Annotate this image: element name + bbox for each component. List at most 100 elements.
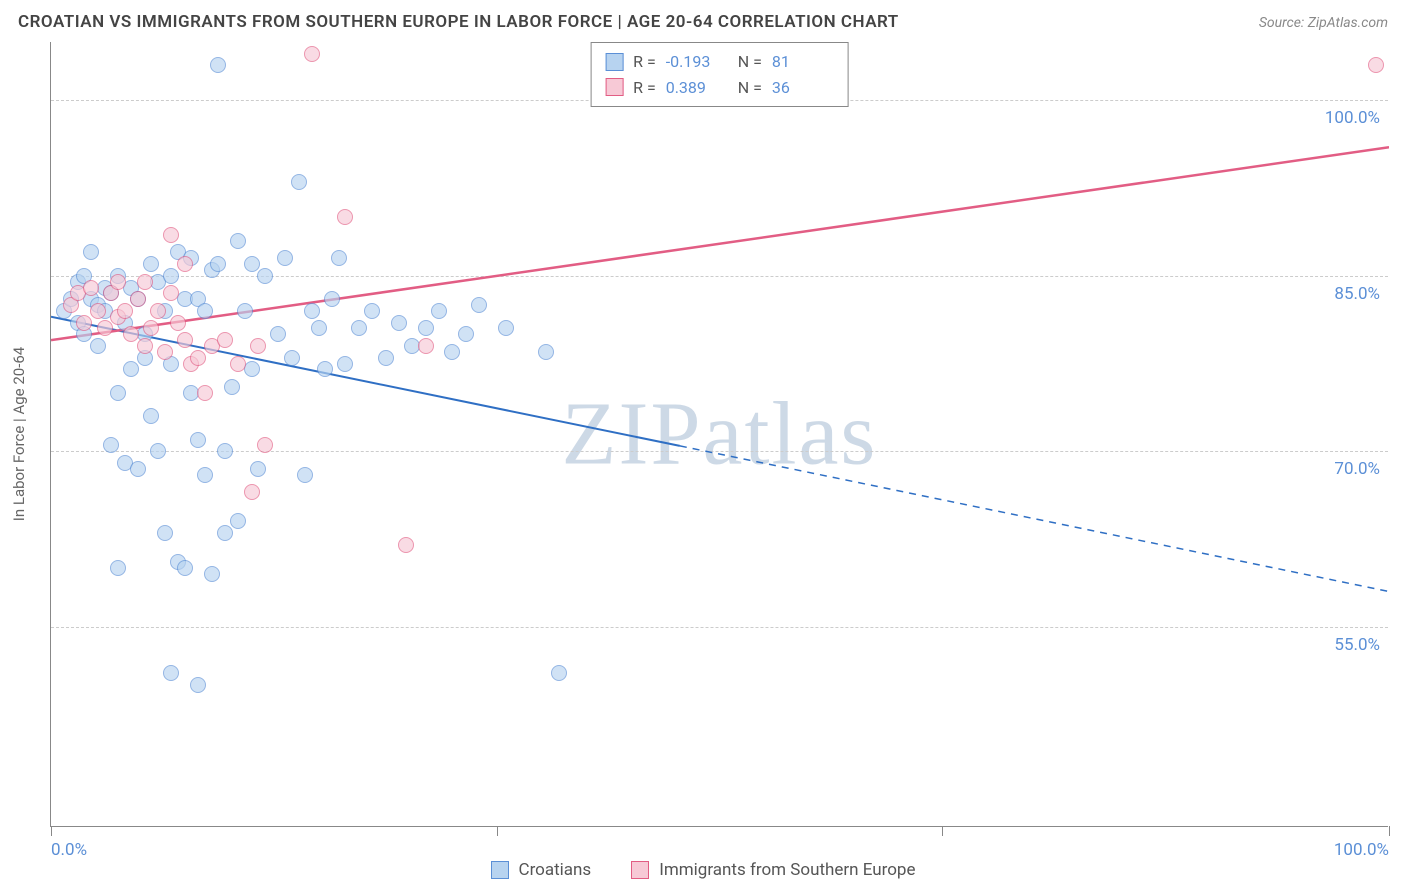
correlation-stats-box: R = -0.193 N = 81 R = 0.389 N = 36 [590,42,849,107]
data-point [538,344,554,360]
data-point [398,537,414,553]
data-point [217,525,233,541]
y-tick-label: 55.0% [1334,635,1380,655]
r-label: R = [633,75,656,101]
data-point [217,443,233,459]
gridline [51,451,1388,452]
data-point [90,338,106,354]
source-attribution: Source: ZipAtlas.com [1259,15,1388,31]
data-point [337,209,353,225]
data-point [170,315,186,331]
data-point [90,303,106,319]
data-point [230,356,246,372]
data-point [204,566,220,582]
data-point [291,174,307,190]
gridline [51,627,1388,628]
data-point [177,256,193,272]
data-point [197,385,213,401]
data-point [391,315,407,331]
data-point [97,320,113,336]
data-point [551,665,567,681]
x-tick [497,826,498,836]
data-point [83,280,99,296]
data-point [123,361,139,377]
data-point [250,338,266,354]
data-point [163,665,179,681]
data-point [103,437,119,453]
legend-item: Immigrants from Southern Europe [631,860,915,880]
data-point [250,461,266,477]
x-tick [51,826,52,836]
n-value: 81 [772,49,834,75]
data-point [110,274,126,290]
legend-label: Croatians [519,860,592,880]
data-point [110,385,126,401]
data-point [498,320,514,336]
data-point [337,356,353,372]
data-point [257,268,273,284]
data-point [284,350,300,366]
legend-swatch [631,861,649,879]
r-value: 0.389 [666,75,728,101]
n-value: 36 [772,75,834,101]
x-tick [1389,826,1390,836]
data-point [157,344,173,360]
data-point [217,332,233,348]
legend: Croatians Immigrants from Southern Europe [0,850,1406,890]
data-point [197,303,213,319]
legend-item: Croatians [491,860,592,880]
data-point [1368,57,1384,73]
data-point [224,379,240,395]
data-point [190,350,206,366]
stats-row: R = 0.389 N = 36 [605,75,834,101]
data-point [76,315,92,331]
data-point [177,560,193,576]
chart-plot-area: In Labor Force | Age 20-64 ZIPatlas 55.0… [50,42,1388,827]
legend-label: Immigrants from Southern Europe [659,860,915,880]
data-point [257,437,273,453]
data-point [197,467,213,483]
data-point [297,467,313,483]
regression-lines [51,42,1389,802]
data-point [458,326,474,342]
data-point [317,361,333,377]
data-point [244,484,260,500]
y-axis-label: In Labor Force | Age 20-64 [10,347,28,521]
legend-swatch [491,861,509,879]
n-label: N = [738,49,762,75]
data-point [143,256,159,272]
data-point [237,303,253,319]
data-point [143,320,159,336]
data-point [244,256,260,272]
data-point [177,332,193,348]
data-point [210,57,226,73]
data-point [304,46,320,62]
data-point [130,461,146,477]
data-point [471,297,487,313]
data-point [143,408,159,424]
data-point [83,244,99,260]
data-point [137,274,153,290]
data-point [150,443,166,459]
data-point [150,303,166,319]
y-tick-label: 100.0% [1325,108,1380,128]
n-label: N = [738,75,762,101]
chart-title: CROATIAN VS IMMIGRANTS FROM SOUTHERN EUR… [18,12,899,32]
data-point [123,326,139,342]
data-point [117,303,133,319]
data-point [364,303,380,319]
data-point [137,338,153,354]
data-point [277,250,293,266]
data-point [210,256,226,272]
series-swatch [605,53,623,71]
watermark: ZIPatlas [562,383,878,486]
data-point [230,513,246,529]
x-tick [942,826,943,836]
data-point [163,227,179,243]
data-point [304,303,320,319]
data-point [431,303,447,319]
y-tick-label: 85.0% [1334,284,1380,304]
r-label: R = [633,49,656,75]
data-point [230,233,246,249]
r-value: -0.193 [666,49,728,75]
